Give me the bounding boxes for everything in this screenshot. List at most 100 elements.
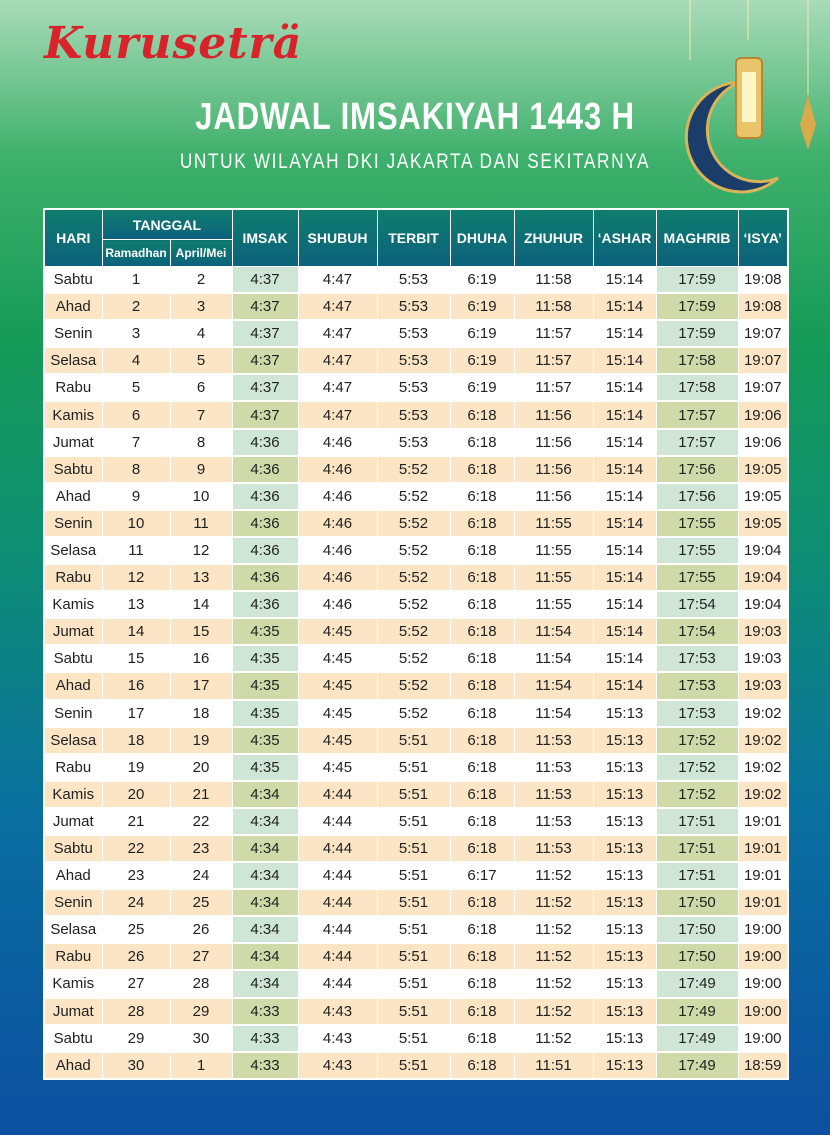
cell: 4:34 xyxy=(231,780,299,809)
cell: 11:57 xyxy=(513,374,594,403)
cell: Selasa xyxy=(43,536,103,566)
cell: 15:14 xyxy=(592,672,657,701)
cell: 19:00 xyxy=(737,916,789,945)
cell: 4:35 xyxy=(231,726,299,755)
cell: 15:13 xyxy=(592,807,657,836)
table-row: Kamis 13 14 4:36 4:46 5:52 6:18 11:55 15:14 17:54… xyxy=(43,591,789,620)
cell: 11:56 xyxy=(513,428,594,457)
cell: 19:07 xyxy=(737,374,789,403)
cell: 4:35 xyxy=(231,753,299,782)
cell: 17 xyxy=(101,699,171,728)
cell: 15:14 xyxy=(592,428,657,457)
cell: 24 xyxy=(169,862,233,891)
table-row: Kamis 6 7 4:37 4:47 5:53 6:18 11:56 15:14 17:57 19… xyxy=(43,401,789,430)
cell: 23 xyxy=(169,834,233,864)
cell: 17:55 xyxy=(655,536,739,566)
cell: 5:51 xyxy=(376,834,451,864)
cell: 10 xyxy=(101,509,171,538)
cell: 4:34 xyxy=(231,943,299,972)
cell: 6:18 xyxy=(449,509,515,538)
cell: Jumat xyxy=(43,997,103,1026)
cell: 4:34 xyxy=(231,970,299,999)
cell: 4:35 xyxy=(231,645,299,674)
cell: 17:54 xyxy=(655,591,739,620)
cell: 17:49 xyxy=(655,1024,739,1053)
cell: Ahad xyxy=(43,482,103,511)
cell: 29 xyxy=(101,1024,171,1053)
cell: 11:53 xyxy=(513,834,594,864)
cell: 6:18 xyxy=(449,753,515,782)
cell: 15:14 xyxy=(592,401,657,430)
cell: 4:46 xyxy=(297,564,378,593)
cell: Selasa xyxy=(43,916,103,945)
header-row: HARI TANGGAL IMSAK SHUBUH TERBIT DHUHA ZHUHUR ‘… xyxy=(43,208,789,267)
cell: 5:51 xyxy=(376,889,451,918)
cell: 4:34 xyxy=(231,834,299,864)
cell: 15:13 xyxy=(592,997,657,1026)
cell: 6:18 xyxy=(449,645,515,674)
cell: 4:46 xyxy=(297,509,378,538)
cell: 17:52 xyxy=(655,780,739,809)
cell: 4:44 xyxy=(297,889,378,918)
cell: 6:18 xyxy=(449,1024,515,1053)
cell: 5:51 xyxy=(376,916,451,945)
cell: 4:34 xyxy=(231,862,299,891)
cell: 4:36 xyxy=(231,536,299,566)
cell: 6:18 xyxy=(449,428,515,457)
cell: 13 xyxy=(101,591,171,620)
cell: 14 xyxy=(169,591,233,620)
cell: 11:52 xyxy=(513,916,594,945)
cell: 4:47 xyxy=(297,374,378,403)
cell: 19:06 xyxy=(737,428,789,457)
cell: 5:51 xyxy=(376,1051,451,1080)
table-row: Ahad 2 3 4:37 4:47 5:53 6:19 11:58 15:14 17:59 19:… xyxy=(43,293,789,322)
table-row: Rabu 26 27 4:34 4:44 5:51 6:18 11:52 15:13 17:50 1… xyxy=(43,943,789,972)
table-row: Sabtu 1 2 4:37 4:47 5:53 6:19 11:58 15:14 17:59 19… xyxy=(43,266,789,295)
table-row: Senin 3 4 4:37 4:47 5:53 6:19 11:57 15:14 17:59 19… xyxy=(43,320,789,349)
cell: 19:08 xyxy=(737,293,789,322)
cell: 23 xyxy=(101,862,171,891)
cell: 16 xyxy=(169,645,233,674)
cell: 4:33 xyxy=(231,1051,299,1080)
cell: 4:47 xyxy=(297,266,378,295)
cell: 5:51 xyxy=(376,970,451,999)
table-row: Ahad 16 17 4:35 4:45 5:52 6:18 11:54 15:14 17:53 1… xyxy=(43,672,789,701)
cell: 17:51 xyxy=(655,834,739,864)
cell: Selasa xyxy=(43,347,103,376)
cell: 5:52 xyxy=(376,536,451,566)
column-header: SHUBUH xyxy=(297,208,378,267)
cell: 5:52 xyxy=(376,699,451,728)
cell: 6:18 xyxy=(449,889,515,918)
table-row: Jumat 7 8 4:36 4:46 5:53 6:18 11:56 15:14 17:57 19… xyxy=(43,428,789,457)
cell: 5:53 xyxy=(376,428,451,457)
table-row: Ahad 30 1 4:33 4:43 5:51 6:18 11:51 15:13 17:49 18… xyxy=(43,1051,789,1080)
cell: 17:50 xyxy=(655,889,739,918)
cell: 15:13 xyxy=(592,699,657,728)
cell: 6:18 xyxy=(449,997,515,1026)
cell: 11:52 xyxy=(513,943,594,972)
cell: 6:18 xyxy=(449,943,515,972)
cell: 20 xyxy=(101,780,171,809)
cell: 5:51 xyxy=(376,780,451,809)
cell: 19 xyxy=(169,726,233,755)
cell: Ahad xyxy=(43,672,103,701)
cell: 6:18 xyxy=(449,618,515,647)
cell: 6:19 xyxy=(449,293,515,322)
cell: 19:04 xyxy=(737,564,789,593)
cell: Sabtu xyxy=(43,266,103,295)
cell: 19:02 xyxy=(737,753,789,782)
cell: 19:01 xyxy=(737,862,789,891)
cell: 11 xyxy=(169,509,233,538)
cell: 15:14 xyxy=(592,645,657,674)
cell: 5:53 xyxy=(376,266,451,295)
cell: Senin xyxy=(43,889,103,918)
cell: 19:01 xyxy=(737,807,789,836)
cell: 4:47 xyxy=(297,293,378,322)
cell: 15:13 xyxy=(592,1051,657,1080)
cell: 4:37 xyxy=(231,347,299,376)
cell: 4:43 xyxy=(297,1051,378,1080)
cell: 12 xyxy=(101,564,171,593)
cell: 4:45 xyxy=(297,753,378,782)
cell: 5 xyxy=(101,374,171,403)
cell: 29 xyxy=(169,997,233,1026)
